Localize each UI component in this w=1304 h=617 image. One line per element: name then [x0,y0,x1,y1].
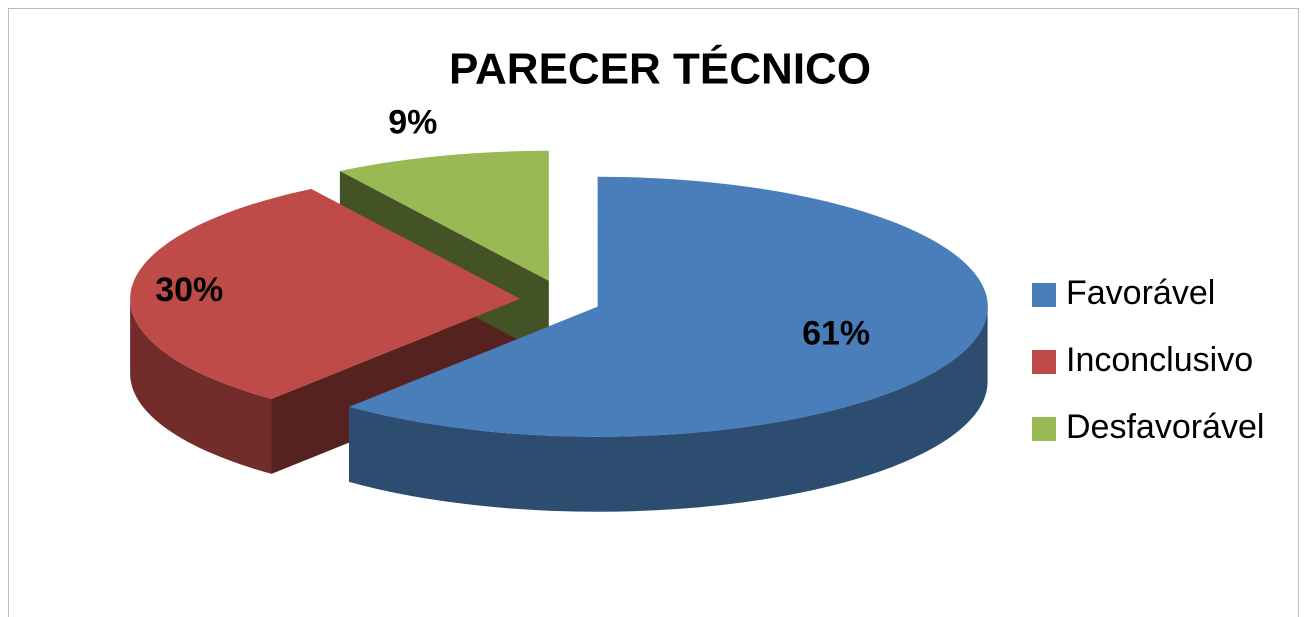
legend-swatch [1032,417,1056,441]
data-label: 61% [802,314,870,352]
chart-title: PARECER TÉCNICO [449,44,871,94]
slice [339,150,549,281]
legend-label: Desfavorável [1066,408,1264,446]
slice-side [271,298,521,474]
slice [349,176,988,437]
data-label: 30% [155,271,223,309]
legend-swatch [1032,350,1056,374]
legend-swatch [1032,283,1056,307]
legend-label: Inconclusivo [1066,341,1253,379]
data-label: 9% [388,104,437,142]
slice [130,189,521,399]
legend-label: Favorável [1066,274,1215,312]
slice-wall [349,306,988,512]
slice-wall [130,298,272,474]
